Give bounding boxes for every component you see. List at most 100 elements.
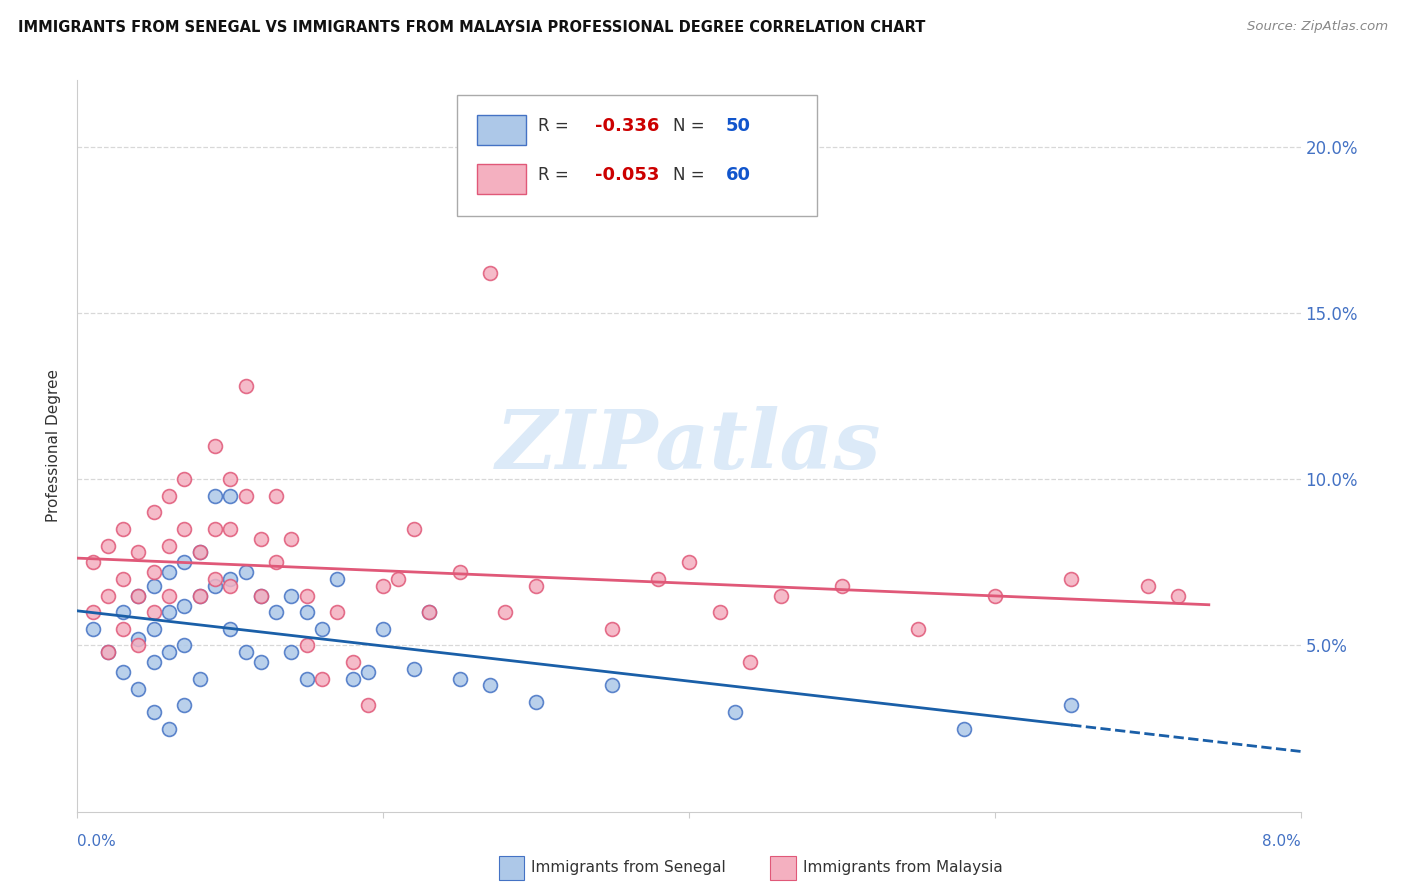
Text: Source: ZipAtlas.com: Source: ZipAtlas.com xyxy=(1247,20,1388,33)
Point xyxy=(295,672,318,686)
Point xyxy=(647,572,669,586)
Text: ZIPatlas: ZIPatlas xyxy=(496,406,882,486)
Text: -0.336: -0.336 xyxy=(595,118,659,136)
Point xyxy=(235,645,257,659)
Point xyxy=(142,605,165,619)
Point xyxy=(142,655,165,669)
Point xyxy=(219,622,242,636)
Point xyxy=(295,589,318,603)
Point xyxy=(112,522,135,536)
Point xyxy=(142,506,165,520)
Point xyxy=(311,622,333,636)
Point xyxy=(709,605,731,619)
Point xyxy=(280,532,302,546)
Point xyxy=(219,489,242,503)
Point xyxy=(97,645,120,659)
Text: 0.0%: 0.0% xyxy=(77,834,117,849)
Point xyxy=(449,672,471,686)
Point xyxy=(1167,589,1189,603)
Point xyxy=(326,605,349,619)
Point xyxy=(157,539,180,553)
Point xyxy=(97,589,120,603)
Point xyxy=(173,555,195,569)
Point xyxy=(524,579,547,593)
Point xyxy=(250,589,273,603)
Point xyxy=(188,545,211,559)
Point xyxy=(953,722,976,736)
Point xyxy=(142,622,165,636)
Point xyxy=(127,545,149,559)
Point xyxy=(112,665,135,679)
Point xyxy=(173,599,195,613)
Point xyxy=(984,589,1007,603)
Point xyxy=(1060,698,1083,713)
Point xyxy=(97,539,120,553)
Point xyxy=(204,522,226,536)
Point xyxy=(418,605,440,619)
Point xyxy=(204,572,226,586)
Point xyxy=(127,589,149,603)
Point xyxy=(127,589,149,603)
Point xyxy=(479,266,502,280)
Point xyxy=(311,672,333,686)
Point xyxy=(157,605,180,619)
Point xyxy=(357,698,380,713)
Point xyxy=(371,622,394,636)
Point xyxy=(235,489,257,503)
Point xyxy=(235,379,257,393)
Point xyxy=(82,555,104,569)
Point xyxy=(97,645,120,659)
Point xyxy=(235,566,257,580)
Point xyxy=(188,589,211,603)
Point xyxy=(112,622,135,636)
Point xyxy=(479,678,502,692)
Point xyxy=(250,589,273,603)
Point xyxy=(157,645,180,659)
Point xyxy=(219,522,242,536)
Text: R =: R = xyxy=(538,118,575,136)
Point xyxy=(142,705,165,719)
Point xyxy=(112,572,135,586)
Point xyxy=(602,678,624,692)
Point xyxy=(264,605,287,619)
Point xyxy=(831,579,853,593)
Point xyxy=(250,532,273,546)
FancyBboxPatch shape xyxy=(457,95,817,216)
Point xyxy=(418,605,440,619)
Point xyxy=(204,489,226,503)
Point xyxy=(264,555,287,569)
Point xyxy=(387,572,409,586)
Point xyxy=(127,632,149,646)
Text: R =: R = xyxy=(538,167,575,185)
Point xyxy=(342,672,364,686)
Point xyxy=(173,698,195,713)
FancyBboxPatch shape xyxy=(477,163,526,194)
Point xyxy=(495,605,517,619)
Text: 60: 60 xyxy=(725,167,751,185)
Point xyxy=(82,605,104,619)
Text: 50: 50 xyxy=(725,118,751,136)
Point xyxy=(188,589,211,603)
Point xyxy=(173,522,195,536)
Point xyxy=(295,639,318,653)
Point xyxy=(449,566,471,580)
Point xyxy=(326,572,349,586)
Point xyxy=(157,589,180,603)
Point xyxy=(1060,572,1083,586)
Point xyxy=(188,672,211,686)
Point xyxy=(402,662,425,676)
Point xyxy=(173,639,195,653)
Point xyxy=(524,695,547,709)
Point xyxy=(157,722,180,736)
Point xyxy=(602,622,624,636)
Text: Immigrants from Senegal: Immigrants from Senegal xyxy=(531,860,727,874)
Point xyxy=(769,589,792,603)
Text: -0.053: -0.053 xyxy=(595,167,659,185)
Point xyxy=(127,639,149,653)
Point xyxy=(724,705,747,719)
Point xyxy=(157,566,180,580)
Text: IMMIGRANTS FROM SENEGAL VS IMMIGRANTS FROM MALAYSIA PROFESSIONAL DEGREE CORRELAT: IMMIGRANTS FROM SENEGAL VS IMMIGRANTS FR… xyxy=(18,20,925,35)
Point xyxy=(264,489,287,503)
Point xyxy=(142,579,165,593)
Point xyxy=(295,605,318,619)
